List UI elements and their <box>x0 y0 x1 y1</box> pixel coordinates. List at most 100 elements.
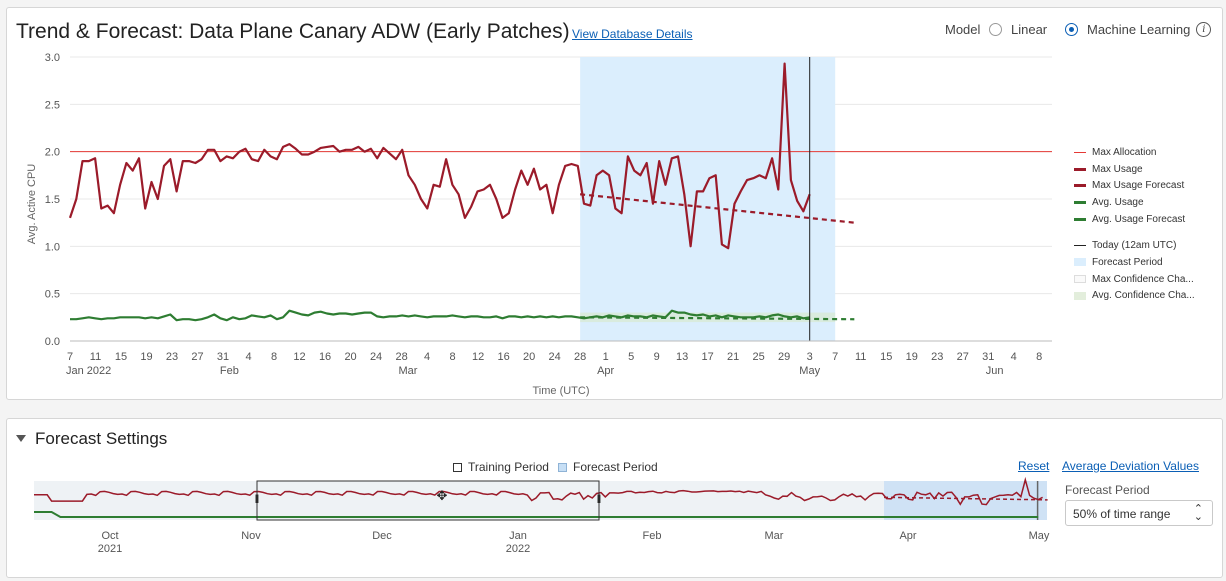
view-database-details-link[interactable]: View Database Details <box>572 27 693 41</box>
overview-month-label: Mar <box>765 530 784 542</box>
training-period-legend: Training Period <box>453 460 549 474</box>
max-usage-forecast-line <box>580 193 855 224</box>
x-tick-label: 4 <box>424 351 430 363</box>
x-tick-label: 24 <box>548 351 560 363</box>
overview-year-label: 2022 <box>506 543 530 555</box>
x-tick-label: 15 <box>880 351 892 363</box>
selection-left-handle: ‖ <box>255 492 260 506</box>
y-tick-label: 1.5 <box>45 194 60 206</box>
x-tick-label: 20 <box>523 351 535 363</box>
info-icon[interactable]: i <box>1196 22 1212 37</box>
move-cursor-icon: ✥ <box>437 488 448 503</box>
x-tick-label: 8 <box>271 351 277 363</box>
y-tick-label: 1.0 <box>45 241 60 253</box>
max-usage-line <box>68 62 811 250</box>
y-tick-label: 3.0 <box>45 52 60 64</box>
x-tick-label: 23 <box>166 351 178 363</box>
x-tick-label: 7 <box>832 351 838 363</box>
y-tick-label: 0.5 <box>45 289 60 301</box>
selection-right-handle: ‖ <box>597 492 602 506</box>
x-month-label: Apr <box>597 365 614 377</box>
chart-title: Trend & Forecast: Data Plane Canary ADW … <box>16 20 570 43</box>
x-tick-label: 5 <box>628 351 634 363</box>
x-tick-label: 11 <box>855 351 866 363</box>
forecast-settings-title: Forecast Settings <box>35 429 168 448</box>
average-deviation-values-link[interactable]: Average Deviation Values <box>1062 459 1199 473</box>
x-tick-label: 31 <box>982 351 994 363</box>
x-tick-label: 13 <box>676 351 688 363</box>
overview-avg-usage-line <box>34 511 1039 518</box>
x-tick-label: 21 <box>727 351 739 363</box>
x-month-label: May <box>799 365 820 377</box>
x-tick-label: 16 <box>497 351 509 363</box>
select-arrows-icon: ⌃ ⌄ <box>1193 503 1203 523</box>
main-grid <box>70 56 1052 342</box>
overview-month-label: Oct <box>101 530 118 542</box>
legend-avg-usage-forecast[interactable]: Avg. Usage Forecast <box>1074 211 1195 228</box>
overview-max-forecast-line <box>884 496 1048 501</box>
y-axis-label: Avg. Active CPU <box>26 164 38 245</box>
x-tick-label: 9 <box>654 351 660 363</box>
x-month-label: Jan 2022 <box>66 365 111 377</box>
overview-month-label: Dec <box>372 530 392 542</box>
x-month-label: Feb <box>220 365 239 377</box>
x-tick-label: 15 <box>115 351 127 363</box>
linear-radio[interactable] <box>989 23 1002 36</box>
legend-today[interactable]: Today (12am UTC) <box>1074 237 1195 254</box>
model-label: Model <box>945 22 981 37</box>
overview-max-usage-line <box>34 476 1043 506</box>
y-tick-label: 0.0 <box>45 336 60 348</box>
legend-max-usage-forecast[interactable]: Max Usage Forecast <box>1074 177 1195 194</box>
overview-month-label: Feb <box>643 530 662 542</box>
x-tick-label: 20 <box>344 351 356 363</box>
machine-learning-radio[interactable] <box>1065 23 1078 36</box>
trend-forecast-panel: Trend & Forecast: Data Plane Canary ADW … <box>6 7 1223 400</box>
x-tick-label: 16 <box>319 351 331 363</box>
x-tick-label: 28 <box>574 351 586 363</box>
overview-month-label: Jan <box>509 530 527 542</box>
x-tick-label: 1 <box>603 351 609 363</box>
x-tick-label: 27 <box>957 351 969 363</box>
overview-year-label: 2021 <box>98 543 122 555</box>
avg-usage-line <box>70 309 810 322</box>
x-tick-label: 11 <box>90 351 101 363</box>
x-tick-label: 27 <box>191 351 203 363</box>
x-tick-label: 8 <box>1036 351 1042 363</box>
y-tick-label: 2.5 <box>45 99 60 111</box>
x-tick-label: 29 <box>778 351 790 363</box>
collapse-triangle-icon[interactable] <box>16 435 26 442</box>
overview-forecast-band <box>884 481 1047 520</box>
legend-max-confidence[interactable]: Max Confidence Cha... <box>1074 271 1195 288</box>
legend-avg-usage[interactable]: Avg. Usage <box>1074 194 1195 211</box>
legend-max-allocation[interactable]: Max Allocation <box>1074 144 1195 161</box>
forecast-period-swatch <box>558 462 567 472</box>
avg-usage-forecast-line <box>580 316 855 321</box>
x-month-label: Jun <box>986 365 1004 377</box>
forecast-period-legend: Forecast Period <box>558 460 658 474</box>
x-tick-label: 12 <box>293 351 305 363</box>
model-option-linear[interactable]: Linear <box>989 22 1047 37</box>
overview-background <box>34 481 1047 520</box>
x-axis-label: Time (UTC) <box>532 385 589 397</box>
overview-month-label: Nov <box>241 530 261 542</box>
x-tick-label: 31 <box>217 351 229 363</box>
x-month-label: Mar <box>398 365 417 377</box>
x-tick-label: 4 <box>245 351 251 363</box>
x-tick-label: 8 <box>450 351 456 363</box>
reset-link[interactable]: Reset <box>1018 459 1050 473</box>
x-tick-label: 28 <box>395 351 407 363</box>
overview-month-label: Apr <box>899 530 916 542</box>
x-tick-label: 25 <box>753 351 765 363</box>
x-tick-label: 24 <box>370 351 382 363</box>
x-tick-label: 23 <box>931 351 943 363</box>
legend-forecast-period[interactable]: Forecast Period <box>1074 254 1195 271</box>
legend-avg-confidence[interactable]: Avg. Confidence Cha... <box>1074 288 1195 305</box>
forecast-period-select[interactable]: 50% of time range ⌃ ⌄ <box>1065 500 1213 526</box>
model-option-machine-learning[interactable]: Machine Learning i <box>1065 22 1212 37</box>
x-tick-label: 7 <box>67 351 73 363</box>
legend-max-usage[interactable]: Max Usage <box>1074 161 1195 178</box>
chart-legend: Max Allocation Max Usage Max Usage Forec… <box>1074 144 1195 304</box>
training-period-swatch <box>453 462 462 472</box>
